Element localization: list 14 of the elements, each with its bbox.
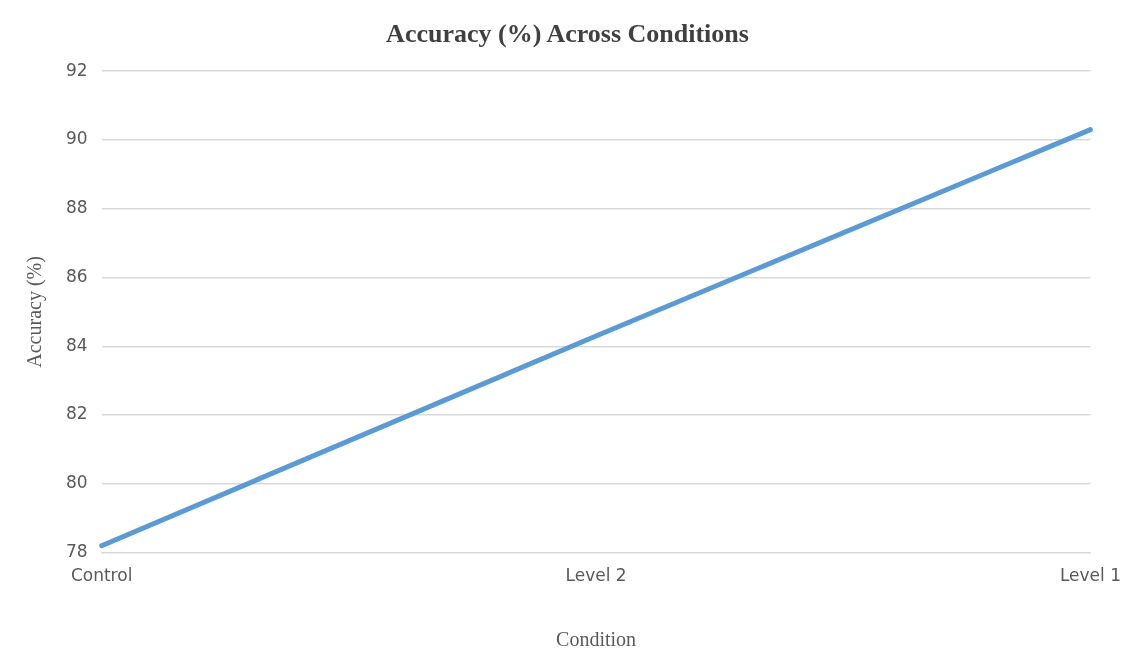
chart-title: Accuracy (%) Across Conditions	[386, 19, 749, 49]
y-tick-label: 84	[65, 334, 88, 355]
y-tick-label: 92	[65, 59, 88, 80]
y-tick-label: 88	[65, 197, 88, 218]
y-tick-label: 78	[65, 541, 88, 562]
x-tick-label: Control	[70, 565, 133, 586]
y-tick-label: 80	[65, 472, 88, 493]
y-axis-title: Accuracy (%)	[23, 256, 47, 368]
y-tick-label: 82	[65, 403, 88, 424]
y-tick-label: 86	[65, 265, 88, 286]
y-tick-label: 90	[65, 128, 88, 149]
x-tick-label: Level 2	[565, 565, 627, 586]
x-tick-label: Level 1	[1059, 565, 1121, 586]
x-axis-title: Condition	[556, 628, 637, 651]
